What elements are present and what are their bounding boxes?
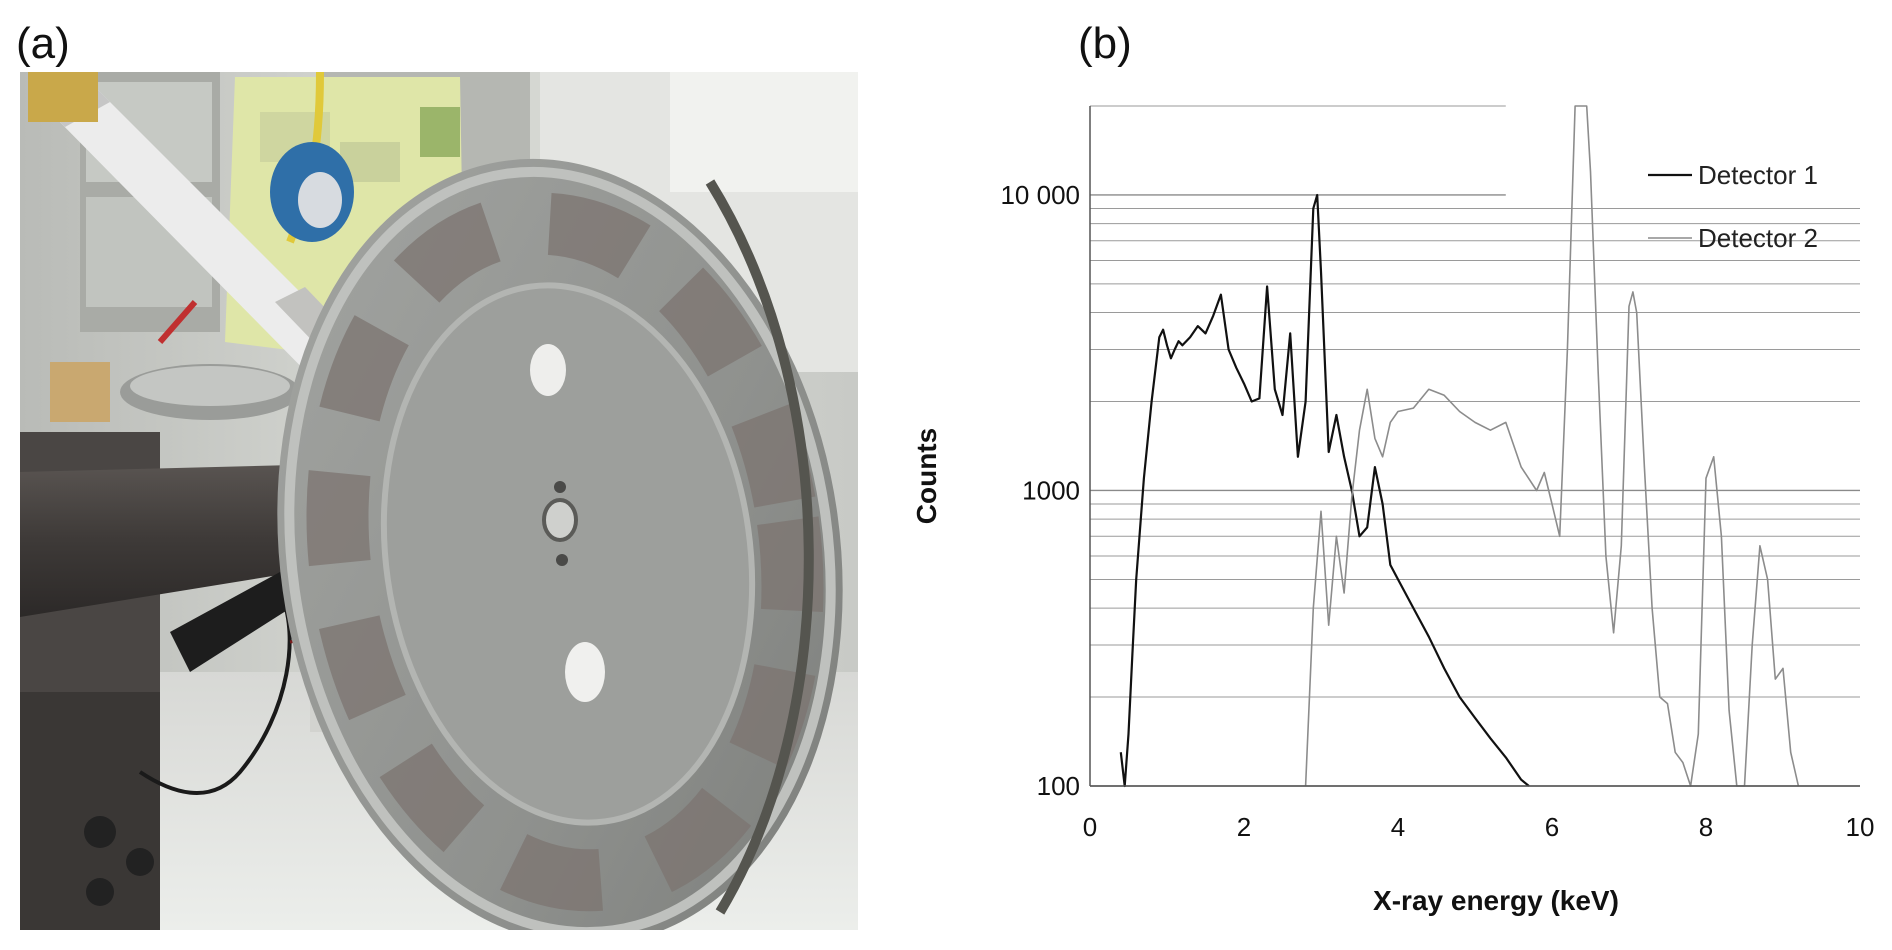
- panel-label-a: (a): [16, 19, 70, 68]
- legend-label-1: Detector 1: [1698, 160, 1818, 190]
- grid-lines: [1090, 105, 1860, 787]
- x-tick-label: 0: [1083, 812, 1097, 842]
- tick-labels: 0 2 4 6 8 10 100 1000 10 000: [1000, 180, 1874, 842]
- series-layer: [1119, 105, 1800, 788]
- panel-label-b: (b): [1078, 19, 1132, 68]
- experimental-setup-photo: [20, 72, 858, 930]
- x-axis-label: X-ray energy (keV): [1373, 885, 1619, 916]
- x-tick-label: 8: [1699, 812, 1713, 842]
- axes: [1089, 106, 1860, 787]
- series-line-2: [1304, 105, 1800, 787]
- x-tick-label: 10: [1846, 812, 1875, 842]
- legend: Detector 1 Detector 2: [1648, 160, 1818, 253]
- y-tick-label: 10 000: [1000, 180, 1080, 210]
- y-tick-label: 1000: [1022, 475, 1080, 505]
- y-tick-label: 100: [1037, 771, 1080, 801]
- legend-label-2: Detector 2: [1698, 223, 1818, 253]
- y-axis-label: Counts: [911, 428, 942, 524]
- x-tick-label: 6: [1545, 812, 1559, 842]
- x-tick-label: 2: [1237, 812, 1251, 842]
- series-line-1: [1119, 193, 1530, 788]
- x-tick-label: 4: [1391, 812, 1405, 842]
